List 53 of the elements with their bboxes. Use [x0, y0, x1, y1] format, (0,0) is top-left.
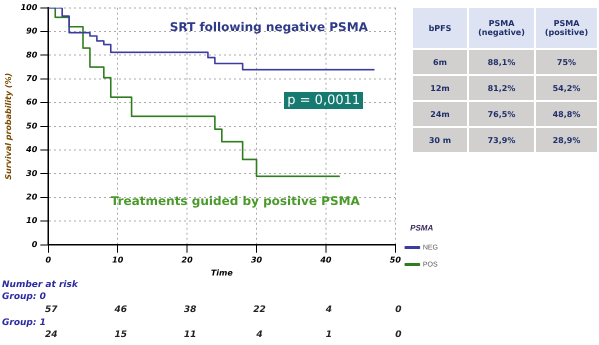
x-tick-label: 10 [112, 256, 124, 265]
text: PSMA (positive) [536, 8, 597, 48]
annotation: SRT following negative PSMA [170, 20, 368, 34]
text: 0 [395, 330, 402, 340]
text: 24m [413, 102, 467, 126]
text: 54,2% [536, 76, 597, 100]
text: 0 [395, 305, 402, 315]
y-tick-label: 20 [26, 192, 38, 202]
y-tick-label: 0 [32, 240, 38, 249]
text: 11 [184, 330, 196, 340]
y-tick-label: 70 [26, 74, 38, 83]
annotation: Treatments guided by positive PSMA [110, 194, 360, 208]
text: 81,2% [469, 76, 534, 100]
text: 46 [114, 305, 127, 315]
text: 1 [326, 330, 332, 340]
y-tick-label: 30 [26, 168, 38, 178]
y-tick-label: 80 [26, 50, 38, 60]
text: 22 [253, 305, 266, 315]
text: 75% [536, 50, 597, 74]
y-tick-label: 100 [20, 2, 38, 12]
x-tick-label: 50 [390, 256, 402, 265]
text: 12m [413, 76, 467, 100]
text: 4 [326, 305, 332, 315]
annotation: p = 0,0011 [284, 92, 364, 109]
text: Group: 1 [2, 318, 46, 328]
y-tick-label: 50 [26, 121, 38, 130]
y-tick-label: 90 [26, 26, 38, 36]
text: 48,8% [536, 102, 597, 126]
x-tick-label: 20 [182, 256, 194, 265]
text: 88,1% [469, 50, 534, 74]
text: 24 [45, 330, 58, 340]
y-axis-title: Survival probability (%) [4, 72, 13, 180]
text: Number at risk [2, 280, 78, 290]
text: 57 [45, 305, 58, 315]
text: 76,5% [469, 102, 534, 126]
legend-title: PSMA [410, 224, 434, 233]
text: Group: 0 [2, 292, 46, 302]
x-tick-label: 0 [46, 256, 52, 265]
text: 38 [184, 305, 196, 315]
y-tick-label: 60 [26, 98, 38, 107]
text: bPFS [413, 8, 467, 48]
text: 73,9% [469, 128, 534, 152]
text: 6m [413, 50, 467, 74]
text: 4 [256, 330, 263, 340]
x-tick-label: 40 [319, 256, 332, 265]
text: 28,9% [536, 128, 597, 152]
text: PSMA (negative) [469, 8, 534, 48]
y-tick-label: 10 [26, 216, 38, 226]
text: 15 [114, 330, 127, 340]
text: 30 m [413, 128, 467, 152]
x-tick-label: 30 [250, 256, 263, 265]
y-tick-label: 40 [25, 145, 38, 154]
x-axis-title: Time [210, 268, 234, 278]
